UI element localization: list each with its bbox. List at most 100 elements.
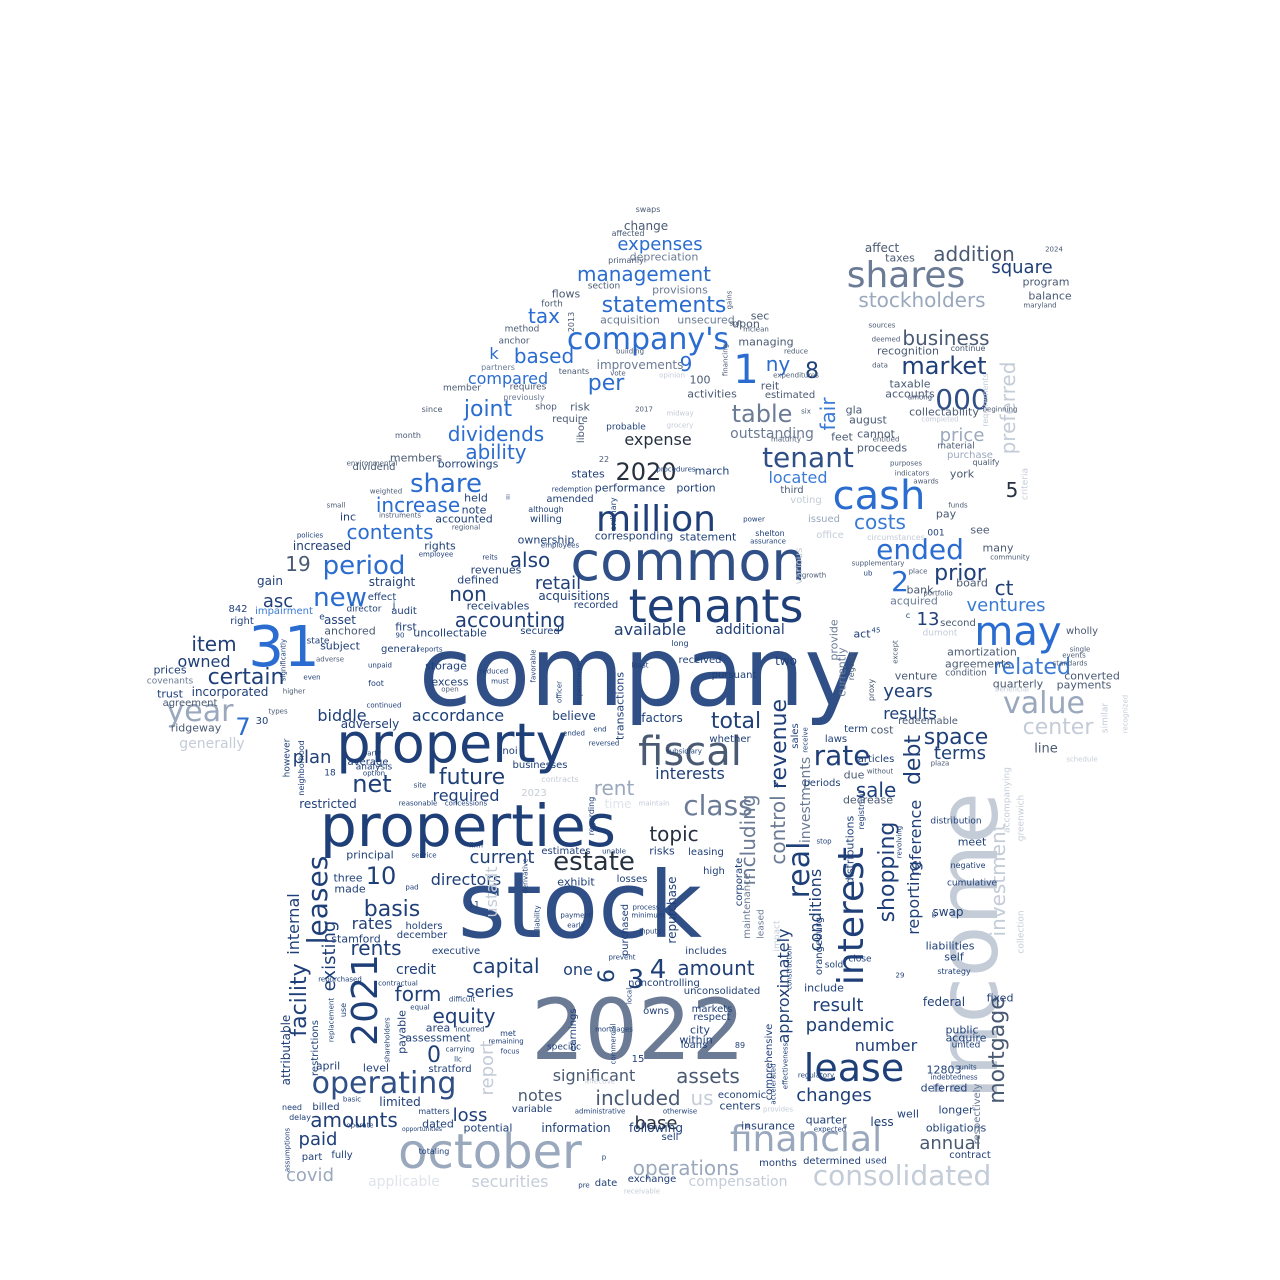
- cloud-word: stop: [816, 837, 832, 846]
- cloud-word: currently: [835, 647, 849, 697]
- cloud-word: trust: [157, 687, 183, 701]
- cloud-word: h: [773, 780, 779, 791]
- cloud-word: city: [690, 1023, 710, 1037]
- cloud-word: end: [593, 725, 607, 734]
- cloud-word: statement: [679, 530, 737, 544]
- cloud-word: registrant: [857, 790, 866, 830]
- cloud-word: specific: [546, 1042, 582, 1053]
- cloud-word: exhibit: [557, 875, 595, 889]
- cloud-word: board: [956, 576, 988, 590]
- cloud-word: losses: [616, 874, 648, 885]
- cloud-word: contractual: [378, 979, 418, 988]
- cloud-word: taxes: [885, 251, 915, 265]
- cloud-word: businesses: [512, 760, 568, 771]
- cloud-word: long: [671, 639, 689, 648]
- cloud-word: indicators: [894, 469, 930, 478]
- cloud-word: policies: [296, 531, 324, 540]
- cloud-word: meet: [957, 835, 987, 849]
- cloud-word: results: [883, 704, 937, 723]
- cloud-word: rents: [350, 936, 402, 960]
- cloud-word: reference: [906, 799, 925, 877]
- cloud-word: mortgages: [595, 1025, 633, 1034]
- cloud-word: greenwich: [1016, 794, 1027, 842]
- cloud-word: prices: [153, 663, 187, 677]
- cloud-word: one: [563, 960, 593, 979]
- cloud-word: dumont: [922, 628, 958, 639]
- cloud-word: reasonable: [398, 799, 438, 808]
- cloud-word: director: [346, 604, 382, 615]
- cloud-word: limited: [379, 1095, 421, 1109]
- cloud-word: cumulative: [946, 878, 998, 889]
- cloud-word: topic: [649, 822, 699, 846]
- cloud-word: otherwise: [662, 1107, 698, 1116]
- cloud-word: base: [634, 1113, 678, 1134]
- cloud-word: construction: [785, 946, 794, 990]
- cloud-word: stock: [457, 852, 703, 959]
- cloud-word: stratford: [428, 1064, 472, 1075]
- cloud-word: sell: [661, 1132, 679, 1143]
- cloud-word: awards: [913, 477, 939, 486]
- cloud-word: among: [907, 393, 933, 402]
- cloud-word: credit: [395, 962, 437, 978]
- cloud-word: swap: [932, 905, 964, 919]
- cloud-word: ownership: [517, 533, 575, 547]
- cloud-word: part: [301, 1152, 323, 1163]
- cloud-word: maturity: [771, 435, 801, 444]
- cloud-word: even: [303, 673, 321, 682]
- cloud-word: members: [389, 451, 443, 465]
- cloud-word: open: [441, 685, 459, 694]
- cloud-word: 2013: [567, 311, 576, 333]
- cloud-word: date: [594, 1178, 618, 1189]
- cloud-word: midway: [666, 409, 694, 418]
- cloud-word: borrowings: [437, 457, 499, 471]
- cloud-word: revenues: [470, 563, 522, 577]
- cloud-word: distribution: [930, 816, 982, 827]
- cloud-word: 31: [248, 615, 320, 680]
- cloud-word: obligations: [925, 1121, 987, 1135]
- cloud-word: 7: [235, 713, 251, 741]
- cloud-word: paid: [298, 1129, 338, 1150]
- cloud-word: corresponding: [594, 529, 674, 543]
- cloud-word: million: [596, 499, 716, 540]
- cloud-word: whether: [709, 734, 751, 745]
- cloud-word: although: [528, 505, 564, 514]
- cloud-word: shares: [846, 255, 966, 296]
- cloud-word: k: [489, 344, 499, 363]
- cloud-word: series: [466, 982, 514, 1001]
- cloud-word: 8: [805, 359, 819, 384]
- cloud-word: property: [336, 712, 568, 775]
- cloud-word: taxable: [889, 377, 931, 391]
- cloud-word: longer: [938, 1103, 974, 1117]
- cloud-word: fair: [816, 397, 840, 431]
- cloud-word: payment: [560, 911, 592, 920]
- cloud-word: foot: [368, 679, 384, 688]
- cloud-word: portion: [676, 481, 716, 495]
- cloud-word: beginning: [982, 405, 1018, 414]
- cloud-word: officer: [555, 680, 564, 704]
- cloud-word: payments: [1056, 678, 1112, 692]
- cloud-word: act: [853, 627, 871, 641]
- cloud-word: management: [577, 262, 711, 286]
- cloud-word: company: [418, 616, 862, 728]
- cloud-word: purchased: [620, 903, 631, 957]
- cloud-word: venture: [894, 669, 938, 683]
- cloud-word: probable: [606, 422, 646, 433]
- cloud-word: area: [425, 1021, 451, 1035]
- cloud-word: state: [306, 636, 330, 647]
- cloud-word: completed: [921, 415, 959, 424]
- cloud-word: continued: [366, 701, 402, 710]
- cloud-word: sold: [824, 960, 844, 971]
- cloud-word: schedule: [1066, 755, 1098, 764]
- cloud-word: received: [678, 655, 722, 666]
- cloud-word: unsecured: [677, 313, 735, 327]
- cloud-word: articles: [857, 754, 895, 765]
- cloud-word: sales: [790, 723, 801, 749]
- cloud-word: right: [230, 616, 254, 627]
- cloud-word: stamford: [331, 932, 381, 946]
- cloud-word: contents: [346, 520, 434, 544]
- cloud-word: beneficial: [995, 685, 1029, 694]
- cloud-word: remaining: [488, 1037, 524, 1046]
- cloud-word: 100: [689, 373, 711, 387]
- cloud-word: pad: [405, 883, 419, 892]
- cloud-word: accounted: [435, 512, 493, 526]
